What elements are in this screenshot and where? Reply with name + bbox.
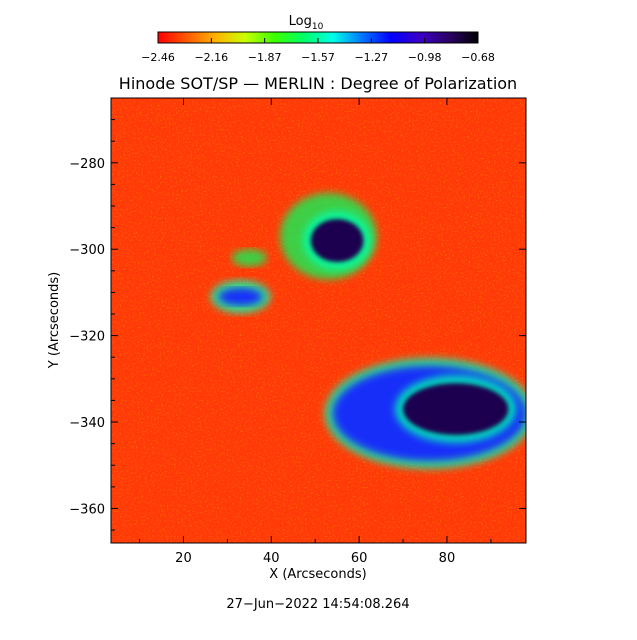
y-axis-label: Y (Arcseconds) bbox=[47, 272, 62, 369]
x-tick-label: 60 bbox=[351, 551, 368, 566]
colorbar-label: Log10 bbox=[289, 14, 324, 32]
y-tick-label: −340 bbox=[69, 416, 105, 431]
y-tick-label: −300 bbox=[69, 243, 105, 258]
x-axis-label: X (Arcseconds) bbox=[269, 567, 366, 582]
x-tick-label: 40 bbox=[263, 551, 280, 566]
patch-mid-left bbox=[231, 249, 267, 267]
polarization-map bbox=[111, 98, 526, 543]
colorbar-ticks: −2.46 −2.16 −1.87 −1.57 −1.27 −0.98 −0.68 bbox=[141, 38, 495, 64]
x-tick-label: 80 bbox=[439, 551, 456, 566]
y-tick-label: −280 bbox=[69, 157, 105, 172]
sunspot-umbra-main bbox=[403, 383, 509, 435]
pore-upper bbox=[310, 218, 364, 263]
timestamp: 27−Jun−2022 14:54:08.264 bbox=[226, 597, 409, 612]
map-granulation-texture bbox=[111, 98, 526, 543]
plot-frame bbox=[110, 97, 527, 544]
colorbar-tick-label: −1.57 bbox=[301, 51, 335, 64]
patch-left bbox=[218, 288, 263, 306]
plot-title: Hinode SOT/SP — MERLIN : Degree of Polar… bbox=[119, 74, 517, 93]
colorbar-tick-label: −2.46 bbox=[141, 51, 175, 64]
y-axis-ticks: −360 −340 −320 −300 −280 bbox=[69, 119, 526, 531]
colorbar-tick-label: −1.27 bbox=[354, 51, 388, 64]
x-axis-ticks: 20 40 60 80 bbox=[139, 98, 492, 566]
y-tick-label: −320 bbox=[69, 330, 105, 345]
map-features bbox=[210, 193, 526, 469]
colorbar-tick-label: −0.98 bbox=[408, 51, 442, 64]
x-tick-label: 20 bbox=[175, 551, 192, 566]
colorbar-tick-label: −1.87 bbox=[248, 51, 282, 64]
colorbar-tick-label: −2.16 bbox=[194, 51, 228, 64]
y-tick-label: −360 bbox=[69, 502, 105, 517]
colorbar-tick-label: −0.68 bbox=[461, 51, 495, 64]
